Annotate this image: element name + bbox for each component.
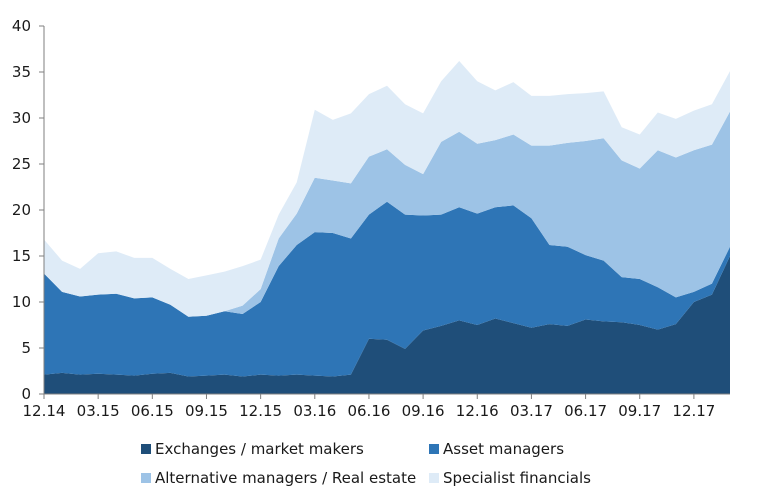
legend: Exchanges / market makers Asset managers… [0, 436, 758, 491]
x-tick-label: 12.16 [456, 402, 499, 420]
legend-item-specialist-financials: Specialist financials [429, 469, 591, 487]
legend-label-asset-managers: Asset managers [443, 440, 565, 458]
y-tick-label: 0 [21, 385, 31, 403]
x-tick-label: 09.17 [618, 402, 661, 420]
y-tick-label: 25 [12, 155, 31, 173]
y-tick-label: 20 [12, 201, 31, 219]
legend-label-alternative-managers: Alternative managers / Real estate [155, 469, 417, 487]
y-tick-label: 35 [12, 63, 31, 81]
legend-swatch-asset-managers [429, 444, 439, 454]
legend-item-exchanges: Exchanges / market makers [141, 440, 364, 458]
x-tick-label: 03.15 [77, 402, 120, 420]
y-tick-label: 10 [12, 293, 31, 311]
area-series-2 [44, 111, 730, 317]
area-series-1 [44, 201, 730, 377]
x-tick-label: 03.17 [510, 402, 553, 420]
x-tick-label: 12.15 [239, 402, 282, 420]
x-tick-label: 12.17 [672, 402, 715, 420]
legend-swatch-alternative-managers [141, 473, 151, 483]
y-tick-label: 15 [12, 247, 31, 265]
legend-item-alternative-managers: Alternative managers / Real estate [141, 469, 416, 487]
x-tick-label: 06.15 [131, 402, 174, 420]
x-tick-label: 03.16 [293, 402, 336, 420]
axes-layer: 0 5 10 15 20 25 30 35 40 12.14 03.15 06.15 09.15 12.1… [12, 17, 730, 420]
x-tick-label: 09.16 [402, 402, 445, 420]
x-tick-label: 12.14 [23, 402, 66, 420]
legend-swatch-specialist-financials [429, 473, 439, 483]
legend-label-specialist-financials: Specialist financials [443, 469, 591, 487]
area-series-3 [44, 60, 730, 317]
legend-label-exchanges: Exchanges / market makers [155, 440, 364, 458]
x-tick-label: 06.16 [347, 402, 390, 420]
area-series-0 [44, 256, 730, 394]
x-tick-label: 06.17 [564, 402, 607, 420]
y-tick-label: 5 [21, 339, 31, 357]
legend-swatch-exchanges [141, 444, 151, 454]
area-layer [44, 60, 730, 394]
y-tick-label: 40 [12, 17, 31, 35]
y-tick-label: 30 [12, 109, 31, 127]
x-tick-label: 09.15 [185, 402, 228, 420]
legend-item-asset-managers: Asset managers [429, 440, 564, 458]
